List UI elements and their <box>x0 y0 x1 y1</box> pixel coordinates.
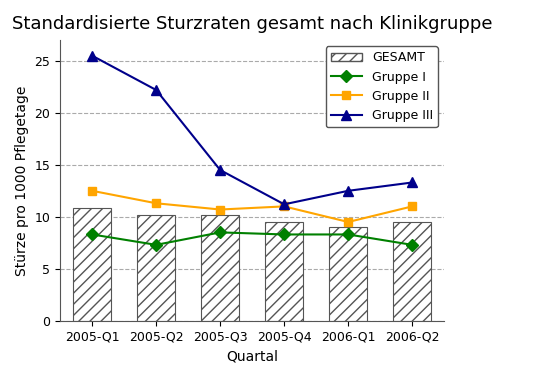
Title: Standardisierte Sturzraten gesamt nach Klinikgruppe: Standardisierte Sturzraten gesamt nach K… <box>12 15 492 33</box>
Gruppe II <box>281 204 287 209</box>
Gruppe III <box>345 189 352 193</box>
Gruppe I <box>345 232 352 237</box>
Line: Gruppe III: Gruppe III <box>87 51 417 209</box>
Gruppe III <box>409 180 416 185</box>
Gruppe III <box>281 202 287 207</box>
Gruppe II <box>345 220 352 224</box>
Gruppe II <box>217 207 223 212</box>
Y-axis label: Stürze pro 1000 Pflegetage: Stürze pro 1000 Pflegetage <box>15 85 29 276</box>
Gruppe I <box>281 232 287 237</box>
Gruppe III <box>89 53 96 58</box>
Legend: GESAMT, Gruppe I, Gruppe II, Gruppe III: GESAMT, Gruppe I, Gruppe II, Gruppe III <box>325 46 438 127</box>
Gruppe III <box>217 168 223 172</box>
X-axis label: Quartal: Quartal <box>226 349 278 363</box>
Gruppe II <box>409 204 416 209</box>
Bar <box>137 215 175 321</box>
Gruppe I <box>89 232 96 237</box>
Line: Gruppe I: Gruppe I <box>88 228 417 249</box>
Bar <box>201 215 239 321</box>
Gruppe III <box>153 88 160 92</box>
Gruppe I <box>217 230 223 235</box>
Gruppe I <box>409 243 416 247</box>
Line: Gruppe II: Gruppe II <box>88 187 417 226</box>
Bar <box>73 209 111 321</box>
Bar <box>329 227 367 321</box>
Gruppe I <box>153 243 160 247</box>
Bar <box>393 222 431 321</box>
Gruppe II <box>89 189 96 193</box>
Bar <box>265 222 304 321</box>
Gruppe II <box>153 201 160 206</box>
